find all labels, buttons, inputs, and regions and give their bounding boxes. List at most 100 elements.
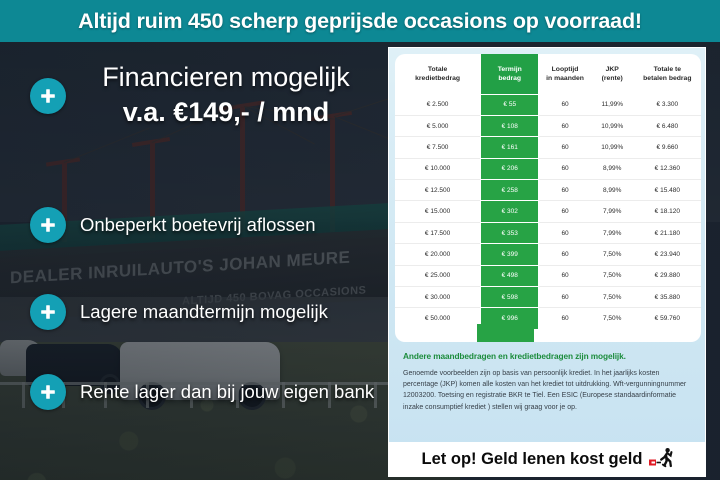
th-line-1: Totale te [653, 66, 682, 73]
disclaimer-body: Genoemde voorbeelden zijn op basis van p… [403, 370, 687, 411]
table-row: € 7.500 € 161 60 10,99% € 9.660 [395, 136, 701, 159]
cell-totaal: € 23.940 [633, 243, 701, 266]
th-line-2: kredietbedrag [415, 75, 461, 82]
cell-looptijd: 60 [538, 200, 591, 223]
cell-jkp: 11,99% [601, 100, 624, 108]
cell-kredietbedrag: € 17.500 [395, 221, 481, 244]
plus-icon [30, 207, 66, 243]
cell-jkp: 7,50% [590, 307, 634, 330]
table-row: € 15.000 € 302 60 7,99% € 18.120 [395, 200, 701, 223]
cell-jkp: 7,99% [590, 221, 634, 244]
cell-termijnbedrag: € 598 [480, 286, 540, 308]
th-line-2: in maanden [546, 75, 584, 82]
plus-icon [30, 294, 66, 330]
cell-kredietbedrag: € 20.000 [395, 243, 481, 266]
bullet-item-aflossen[interactable]: Onbeperkt boetevrij aflossen [30, 207, 316, 243]
cell-looptijd: 60 [538, 136, 591, 159]
th-line-2: betalen bedrag [643, 75, 692, 82]
headline-line-1: Financieren mogelijk [102, 62, 350, 92]
cell-jkp: 7,50% [590, 286, 634, 308]
top-banner-text: Altijd ruim 450 scherp geprijsde occasio… [78, 8, 642, 33]
cell-totaal: € 9.660 [633, 136, 701, 159]
cell-jkp: 7,50% [590, 264, 634, 287]
disclaimer-title: Andere maandbedragen en kredietbedragen … [403, 351, 626, 361]
table-row: € 2.500 € 55 60 11,99% € 3.300 [395, 93, 701, 116]
table-row: € 10.000 € 206 60 8,99% € 12.360 [395, 157, 701, 180]
bullet-item-maandtermijn[interactable]: Lagere maandtermijn mogelijk [30, 294, 328, 330]
table-row: € 20.000 € 399 60 7,50% € 23.940 [395, 243, 701, 266]
cell-jkp: 10,99% [590, 136, 634, 159]
th-termijn-bedrag: Termijn bedrag [480, 54, 540, 94]
cell-totaal: € 3.300 [656, 100, 679, 108]
cell-termijnbedrag: € 206 [480, 157, 540, 180]
plus-icon [30, 374, 66, 410]
top-banner: Altijd ruim 450 scherp geprijsde occasio… [0, 0, 720, 42]
cell-totaal: € 59.760 [633, 307, 701, 330]
rates-table-body: € 2.500 € 55 60 11,99% € 3.300 € 5.000 € 108 6… [395, 93, 701, 330]
cell-looptijd: 60 [538, 243, 591, 266]
afm-warning-text: Let op! Geld lenen kost geld [421, 449, 643, 468]
cell-totaal: € 12.360 [633, 157, 701, 180]
th-line-2: (rente) [601, 75, 623, 82]
cell-totaal: € 35.880 [633, 286, 701, 308]
cell-looptijd: 60 [538, 307, 591, 330]
th-totale-te-betalen: Totale te betalen bedrag [634, 54, 701, 94]
bullet-item-financieren[interactable] [30, 78, 66, 114]
headline-block: Financieren mogelijk v.a. €149,- / mnd [76, 60, 376, 130]
cell-kredietbedrag: € 12.500 [395, 179, 481, 201]
cell-looptijd: 60 [538, 157, 591, 180]
table-header-row: Totale kredietbedrag Termijn bedrag Loop… [395, 54, 701, 94]
cell-looptijd: 60 [538, 179, 591, 201]
afm-running-man-icon [648, 447, 674, 471]
highlight-column-tail [477, 324, 534, 342]
cell-totaal: € 21.180 [633, 221, 701, 244]
th-jkp: JKP (rente) [591, 54, 634, 94]
cell-jkp: 8,99% [590, 157, 634, 180]
cell-totaal: € 18.120 [633, 200, 701, 223]
th-totale-kredietbedrag: Totale kredietbedrag [395, 54, 481, 94]
cell-kredietbedrag: € 25.000 [395, 264, 481, 287]
table-row: € 50.000 € 996 60 7,50% € 59.760 [395, 307, 701, 330]
cell-totaal: € 6.480 [633, 114, 701, 137]
cell-kredietbedrag: € 10.000 [395, 157, 481, 180]
table-row: € 25.000 € 498 60 7,50% € 29.880 [395, 264, 701, 287]
bullet-item-rente[interactable]: Rente lager dan bij jouw eigen bank [30, 374, 374, 410]
th-line-2: bedrag [498, 74, 522, 82]
cell-looptijd: 60 [561, 100, 569, 108]
table-row: € 5.000 € 108 60 10,99% € 6.480 [395, 114, 701, 137]
cell-kredietbedrag: € 50.000 [395, 307, 481, 330]
cell-termijnbedrag: € 399 [480, 243, 540, 266]
rates-table-card: Totale kredietbedrag Termijn bedrag Loop… [395, 54, 701, 342]
th-looptijd: Looptijd in maanden [539, 54, 591, 94]
cell-totaal: € 15.480 [633, 179, 701, 201]
cell-termijnbedrag: € 55 [480, 93, 540, 116]
cell-termijnbedrag: € 161 [480, 136, 540, 159]
cell-jkp: 7,50% [590, 243, 634, 266]
credit-info-panel: Totale kredietbedrag Termijn bedrag Loop… [388, 47, 706, 477]
cell-termijnbedrag: € 108 [480, 114, 540, 137]
th-line-1: Termijn [497, 65, 522, 73]
cell-jkp: 7,99% [590, 200, 634, 223]
cell-looptijd: 60 [538, 286, 591, 308]
bullet-label: Rente lager dan bij jouw eigen bank [80, 381, 375, 402]
th-line-1: Totale [427, 66, 448, 73]
cell-looptijd: 60 [538, 114, 591, 137]
bullet-label: Onbeperkt boetevrij aflossen [80, 214, 316, 235]
disclaimer-block: Andere maandbedragen en kredietbedragen … [403, 351, 693, 413]
rates-table: Totale kredietbedrag Termijn bedrag Loop… [395, 54, 701, 330]
th-line-1: Looptijd [551, 66, 579, 73]
cell-kredietbedrag: € 7.500 [395, 136, 481, 159]
cell-termijnbedrag: € 258 [480, 179, 540, 201]
cell-looptijd: 60 [538, 264, 591, 287]
cell-termijnbedrag: € 996 [480, 307, 540, 330]
cell-kredietbedrag: € 5.000 [395, 114, 481, 137]
cell-termijnbedrag: € 353 [480, 221, 540, 244]
table-row: € 30.000 € 598 60 7,50% € 35.880 [395, 286, 701, 308]
cell-termijnbedrag: € 302 [480, 200, 540, 223]
cell-kredietbedrag: € 15.000 [395, 200, 481, 223]
cell-jkp: 10,99% [590, 114, 634, 137]
table-row: € 12.500 € 258 60 8,99% € 15.480 [395, 179, 701, 201]
plus-icon [30, 78, 66, 114]
cell-looptijd: 60 [538, 221, 591, 244]
